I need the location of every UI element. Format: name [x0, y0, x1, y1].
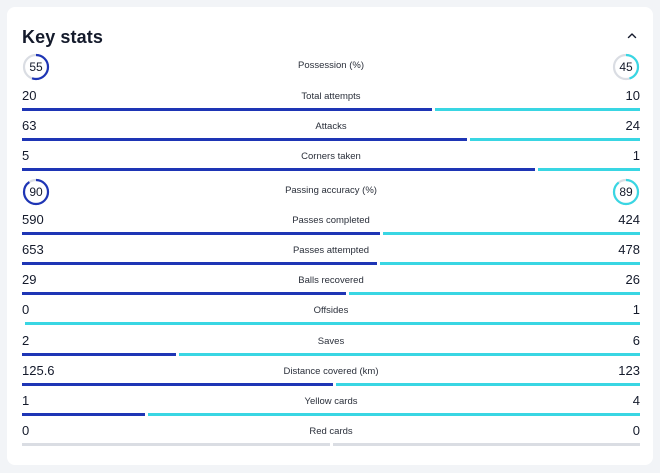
- comparison-bar: [22, 108, 640, 111]
- comparison-bar: [22, 262, 640, 265]
- home-value: 20: [22, 88, 37, 103]
- comparison-bar: [22, 232, 640, 235]
- home-value: 5: [22, 148, 30, 163]
- home-bar: [22, 443, 330, 446]
- home-value: 55: [29, 60, 43, 74]
- away-value: 424: [618, 212, 640, 227]
- home-bar: [22, 353, 176, 356]
- stat-label: Balls recovered: [298, 275, 364, 286]
- stat-label: Red cards: [309, 426, 353, 437]
- stat-label: Corners taken: [301, 151, 361, 162]
- collapse-chevron-up-icon[interactable]: [625, 29, 639, 43]
- stat-label: Passing accuracy (%): [285, 185, 377, 196]
- stat-label: Offsides: [313, 305, 349, 316]
- away-bar: [148, 413, 640, 416]
- away-bar: [435, 108, 640, 111]
- stat-row-passes-completed: 590 Passes completed 424: [22, 212, 640, 236]
- away-bar: [537, 168, 640, 171]
- stat-label: Distance covered (km): [283, 366, 379, 377]
- home-value: 63: [22, 118, 37, 133]
- home-bar: [22, 292, 347, 295]
- away-bar: [380, 262, 640, 265]
- home-value: 90: [29, 185, 43, 199]
- away-value: 6: [632, 333, 640, 348]
- stat-row-passing-accuracy: 90 Passing accuracy (%) 89: [22, 178, 640, 206]
- stat-row-saves: 2 Saves 6: [22, 333, 640, 357]
- home-bar: [22, 232, 380, 235]
- away-bar: [178, 353, 640, 356]
- home-value: 653: [22, 242, 44, 257]
- stat-row-possession: 55 Possession (%) 45: [22, 53, 640, 81]
- away-value: 0: [632, 423, 640, 438]
- away-value: 10: [625, 88, 640, 103]
- home-bar: [22, 168, 535, 171]
- stat-row-offsides: 0 Offsides 1: [22, 302, 640, 326]
- section-title: Key stats: [22, 27, 103, 47]
- away-value: 24: [625, 118, 640, 133]
- away-value: 1: [632, 302, 640, 317]
- home-bar: [22, 413, 145, 416]
- away-value: 1: [632, 148, 640, 163]
- home-value: 1: [22, 393, 30, 408]
- stat-row-distance-covered-km: 125.6 Distance covered (km) 123: [22, 363, 640, 387]
- comparison-bar: [22, 292, 640, 295]
- away-value: 478: [618, 242, 640, 257]
- key-stats-card: Key stats 55 Possession (%) 45 20 Total …: [7, 7, 653, 465]
- away-value: 26: [625, 272, 640, 287]
- away-ring: 45: [612, 53, 640, 81]
- stat-label: Passes completed: [292, 215, 370, 226]
- home-value: 125.6: [22, 363, 55, 378]
- home-bar: [22, 138, 468, 141]
- away-value: 4: [632, 393, 640, 408]
- comparison-bar: [22, 168, 640, 171]
- home-value: 0: [22, 302, 30, 317]
- away-ring: 89: [612, 178, 640, 206]
- stat-row-corners-taken: 5 Corners taken 1: [22, 148, 640, 172]
- stat-label: Yellow cards: [304, 396, 358, 407]
- away-value: 89: [619, 185, 633, 199]
- stat-row-passes-attempted: 653 Passes attempted 478: [22, 242, 640, 266]
- away-bar: [335, 383, 640, 386]
- stat-label: Passes attempted: [292, 245, 370, 256]
- home-value: 2: [22, 333, 30, 348]
- home-ring: 90: [22, 178, 50, 206]
- home-value: 29: [22, 272, 37, 287]
- stat-label: Possession (%): [298, 60, 364, 71]
- away-bar: [349, 292, 640, 295]
- away-value: 123: [618, 363, 640, 378]
- away-value: 45: [619, 60, 633, 74]
- comparison-bar: [22, 138, 640, 141]
- home-bar: [22, 108, 432, 111]
- stat-row-total-attempts: 20 Total attempts 10: [22, 88, 640, 112]
- stat-row-attacks: 63 Attacks 24: [22, 118, 640, 142]
- away-bar: [332, 443, 640, 446]
- comparison-bar: [22, 443, 640, 446]
- home-bar: [22, 262, 378, 265]
- comparison-bar: [22, 413, 640, 416]
- stat-label: Attacks: [315, 121, 347, 132]
- home-value: 0: [22, 423, 30, 438]
- away-bar: [382, 232, 640, 235]
- stat-row-yellow-cards: 1 Yellow cards 4: [22, 393, 640, 417]
- comparison-bar: [22, 353, 640, 356]
- stat-row-red-cards: 0 Red cards 0: [22, 423, 640, 447]
- home-value: 590: [22, 212, 44, 227]
- home-bar: [22, 383, 333, 386]
- comparison-bar: [22, 383, 640, 386]
- away-bar: [470, 138, 640, 141]
- stat-label: Saves: [317, 336, 345, 347]
- comparison-bar: [22, 322, 640, 325]
- home-ring: 55: [22, 53, 50, 81]
- away-bar: [25, 322, 640, 325]
- stat-label: Total attempts: [301, 91, 361, 102]
- stat-row-balls-recovered: 29 Balls recovered 26: [22, 272, 640, 296]
